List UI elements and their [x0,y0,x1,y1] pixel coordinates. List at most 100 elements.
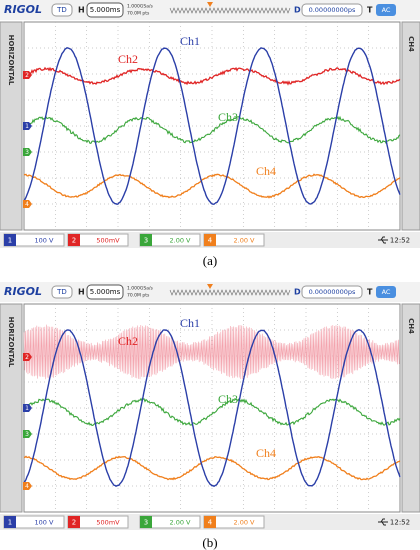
usb-icon [378,518,388,526]
channel-number: 3 [144,519,148,527]
channel-number-box [4,234,16,246]
channel-number: 4 [208,237,213,245]
side-left: HORIZONTAL [7,317,15,368]
trigger-box [376,4,396,16]
caption: (b) [202,535,217,550]
waveform [23,397,401,427]
channel-number-box [68,234,80,246]
trace-label: Ch2 [118,334,138,348]
delay-box [301,3,363,17]
channel-scale: 500mV [96,237,120,245]
waveform [23,47,401,206]
delay: 0.00000000ps [309,288,356,296]
channel-marker [23,404,32,412]
trace-label: Ch1 [180,34,200,48]
mode: TD [56,6,67,14]
channel-number: 3 [144,237,148,245]
sample-rate: 1.000GSa/s [127,286,153,292]
waveform [23,115,401,145]
timebase-box [86,284,124,300]
h-label: H [78,6,85,15]
waveform [23,324,400,380]
h-label: H [78,288,85,297]
channel-number: 2 [72,519,76,527]
channel-number: 2 [72,237,76,245]
channel-number-box [4,516,16,528]
trigger: AC [382,6,391,14]
timebase: 5.000ms [90,6,121,14]
caption: (a) [203,253,217,268]
channel-number-box [204,234,216,246]
channel-number: 1 [8,237,12,245]
channel-marker [23,430,32,438]
channel-marker-label: 2 [25,72,29,79]
d-label: D [294,6,301,15]
left-strip [0,303,23,513]
channel-marker-label: 4 [25,201,29,208]
waveform [23,173,401,199]
trace-label: Ch4 [256,164,276,178]
channel-number-box [140,516,152,528]
channel-scale: 100 V [35,519,54,527]
side-left: HORIZONTAL [7,35,15,86]
mode: TD [56,288,67,296]
channel-marker-label: 1 [25,123,29,130]
channel-marker [23,200,32,208]
channel-scale: 2.00 V [170,237,192,245]
trace-label: Ch1 [180,316,200,330]
d-label: D [294,288,301,297]
trigger-box [376,286,396,298]
channel-number: 1 [8,519,12,527]
channel-scale: 100 V [35,237,54,245]
brand: RIGOL [4,285,42,298]
trigger: AC [382,288,391,296]
waveform [23,329,401,488]
trace-label: Ch2 [118,52,138,66]
mode-box [51,285,73,299]
right-strip [401,21,420,231]
channel-number: 4 [208,519,213,527]
channel-number-box [68,516,80,528]
channel-scale: 2.00 V [170,519,192,527]
usb-icon [378,236,388,244]
t-label: T [367,6,373,15]
trigger-marker [207,284,213,289]
t-label: T [367,288,373,297]
right-strip [401,303,420,513]
scope-panel: RIGOL TD H 5.000ms 1.000GSa/s70.0M pts D 0.000… [0,282,420,550]
waveform [23,66,401,86]
brand: RIGOL [4,3,42,16]
channel-scale: 500mV [96,519,120,527]
side-right: CH4 [407,318,415,334]
channel-marker-label: 2 [25,354,29,361]
memory: 70.0M pts [127,293,150,299]
time: 12:52 [390,519,410,527]
memory-strip [169,7,291,14]
channel-marker [23,71,32,79]
trace-label: Ch4 [256,446,276,460]
left-strip [0,21,23,231]
delay-box [301,285,363,299]
channel-scale: 2.00 V [234,237,256,245]
trace-label: Ch3 [218,392,238,406]
memory-strip [169,289,291,296]
channel-marker-label: 4 [25,483,29,490]
channel-number-box [140,234,152,246]
channel-marker-label: 3 [25,431,29,438]
channel-scale: 2.00 V [234,519,256,527]
channel-marker [23,148,32,156]
channel-marker-label: 3 [25,149,29,156]
channel-number-box [204,516,216,528]
trace-label: Ch3 [218,110,238,124]
delay: 0.00000000ps [309,6,356,14]
sample-rate: 1.000GSa/s [127,4,153,10]
scope-panel: RIGOL TD H 5.000ms 1.000GSa/s70.0M pts D 0.000… [0,0,420,268]
time: 12:52 [390,237,410,245]
mode-box [51,3,73,17]
side-right: CH4 [407,36,415,52]
timebase-box [86,2,124,18]
memory: 70.0M pts [127,11,150,17]
timebase: 5.000ms [90,288,121,296]
trigger-marker [207,2,213,7]
